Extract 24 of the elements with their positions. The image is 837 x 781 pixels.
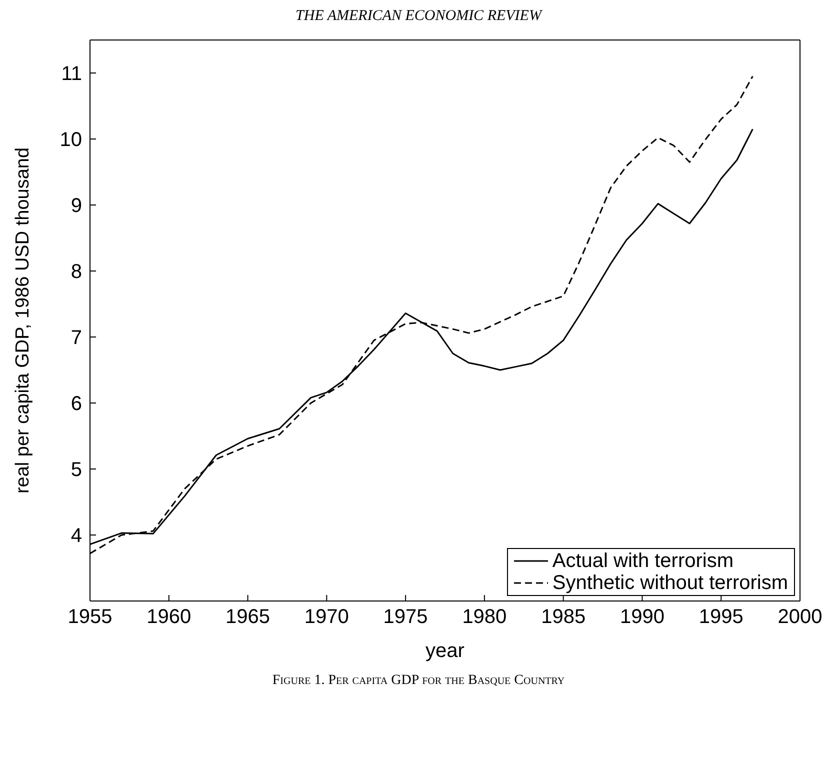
y-tick-label: 7 <box>70 327 82 350</box>
y-tick-label: 11 <box>61 63 82 86</box>
chart-title: THE AMERICAN ECONOMIC REVIEW <box>294 8 544 25</box>
legend-label: Synthetic without terrorism <box>552 572 788 594</box>
x-tick-label: 2000 <box>778 606 822 628</box>
x-tick-label: 1990 <box>620 606 664 628</box>
caption: Figure 1. Per capita GDP for the Basque Country <box>271 673 566 689</box>
x-tick-label: 1975 <box>383 606 428 628</box>
y-axis-title: real per capita GDP, 1986 USD thousand <box>12 147 34 494</box>
y-tick-label: 10 <box>60 129 82 152</box>
x-tick-label: 1965 <box>226 606 270 628</box>
x-axis-title: year <box>426 640 465 662</box>
y-tick-label: 9 <box>70 195 82 218</box>
y-tick-label: 8 <box>70 261 82 284</box>
x-tick-label: 1955 <box>68 606 112 628</box>
x-tick-label: 1995 <box>698 606 744 628</box>
x-tick-label: 1980 <box>462 606 507 628</box>
x-tick-label: 1985 <box>541 606 586 628</box>
x-tick-label: 1970 <box>304 606 349 628</box>
y-tick-label: 4 <box>70 525 82 548</box>
y-tick-label: 5 <box>70 459 82 482</box>
legend-label: Actual with terrorism <box>552 550 734 572</box>
x-tick-label: 1960 <box>146 606 192 628</box>
y-tick-label: 6 <box>70 393 82 416</box>
